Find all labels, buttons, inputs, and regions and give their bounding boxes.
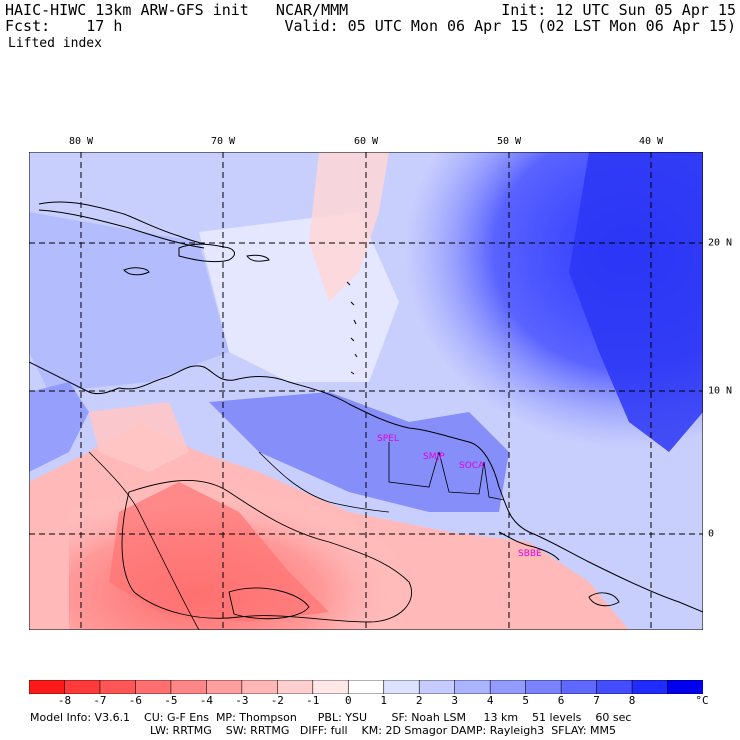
colorbar-swatch (99, 680, 137, 694)
colorbar-swatch (135, 680, 172, 694)
lon-label-80w: 80 W (68, 136, 94, 147)
colorbar-swatch (631, 680, 669, 694)
footer-physics-info: LW: RRTMG SW: RRTMG DIFF: full KM: 2D Sm… (150, 724, 616, 737)
colorbar-swatch (277, 680, 314, 694)
zero-contours (121, 480, 620, 623)
colorbar (29, 680, 703, 694)
colombia-unstable (89, 402, 189, 472)
colorbar-tick-label: -1 (306, 694, 320, 707)
colorbar-tick-label: 2 (415, 694, 423, 707)
colorbar-tick-label: 7 (593, 694, 600, 707)
colorbar-swatch (241, 680, 279, 694)
unstable-hotspot (109, 482, 329, 622)
colorbar-swatch (347, 680, 385, 694)
lat-label-10n: 10 N (708, 385, 733, 397)
lon-label-70w: 70 W (210, 136, 236, 147)
colorbar-swatch (29, 680, 66, 694)
colorbar-swatch (64, 680, 101, 694)
colorbar-tick-label: 4 (486, 694, 494, 707)
colorbar-swatch (560, 680, 598, 694)
valid-time: Valid: 05 UTC Mon 06 Apr 15 (02 LST Mon … (284, 17, 736, 35)
lifted-index-map: SPEL SMJP SOCA SBBE (29, 152, 703, 630)
strong-stable-core (569, 152, 703, 452)
lat-label-20n: 20 N (708, 237, 733, 249)
colorbar-tick-label: -8 (57, 694, 72, 707)
lon-label-60w: 60 W (353, 136, 379, 147)
station-label: SMJP (423, 452, 445, 462)
colorbar-tick-label: 8 (628, 694, 636, 707)
lat-lon-grid (29, 152, 703, 630)
colorbar-swatch (206, 680, 243, 694)
init-time: Init: 12 UTC Sun 05 Apr 15 (501, 1, 736, 19)
colorbar-swatch (667, 680, 703, 694)
colorbar-tick-label: 0 (344, 694, 352, 707)
colorbar-swatch (525, 680, 562, 694)
colorbar-tick-label: 1 (380, 694, 388, 707)
lat-label-0: 0 (708, 528, 715, 540)
footer-model-info: Model Info: V3.6.1 CU: G-F Ens MP: Thomp… (30, 711, 632, 724)
colorbar-tick-label: -5 (164, 694, 178, 707)
colorbar-tick-label: 3 (451, 694, 458, 707)
station-label: SBBE (518, 549, 542, 559)
unstable-patch-antilles (309, 152, 389, 302)
lon-label-40w: 40 W (638, 136, 664, 147)
colorbar-tick-label: -3 (235, 694, 249, 707)
colorbar-tick-label: -2 (270, 694, 284, 707)
station-label: SOCA (459, 461, 485, 471)
colorbar-swatch (454, 680, 491, 694)
colorbar-swatch (489, 680, 527, 694)
lon-label-50w: 50 W (496, 136, 522, 147)
colorbar-tick-label: -6 (128, 694, 143, 707)
colorbar-tick-label: 5 (522, 694, 529, 707)
colorbar-swatch (312, 680, 350, 694)
colorbar-swatch (170, 680, 208, 694)
colorbar-tick-label: 6 (557, 694, 565, 707)
coastlines (29, 201, 703, 630)
colorbar-unit: °C (695, 694, 709, 707)
colorbar-swatch (596, 680, 633, 694)
colorbar-swatch (383, 680, 421, 694)
model-title: HAIC-HIWC 13km ARW-GFS init NCAR/MMM (5, 1, 349, 19)
colorbar-tick-label: -7 (93, 694, 107, 707)
station-label: SPEL (377, 434, 399, 444)
forecast-hour: Fcst: 17 h (5, 17, 123, 35)
colorbar-swatch (418, 680, 456, 694)
field-name: Lifted index (8, 36, 102, 51)
pacific-stable (29, 382, 89, 472)
caribbean-stable (29, 212, 229, 392)
colorbar-tick-label: -4 (199, 694, 213, 707)
